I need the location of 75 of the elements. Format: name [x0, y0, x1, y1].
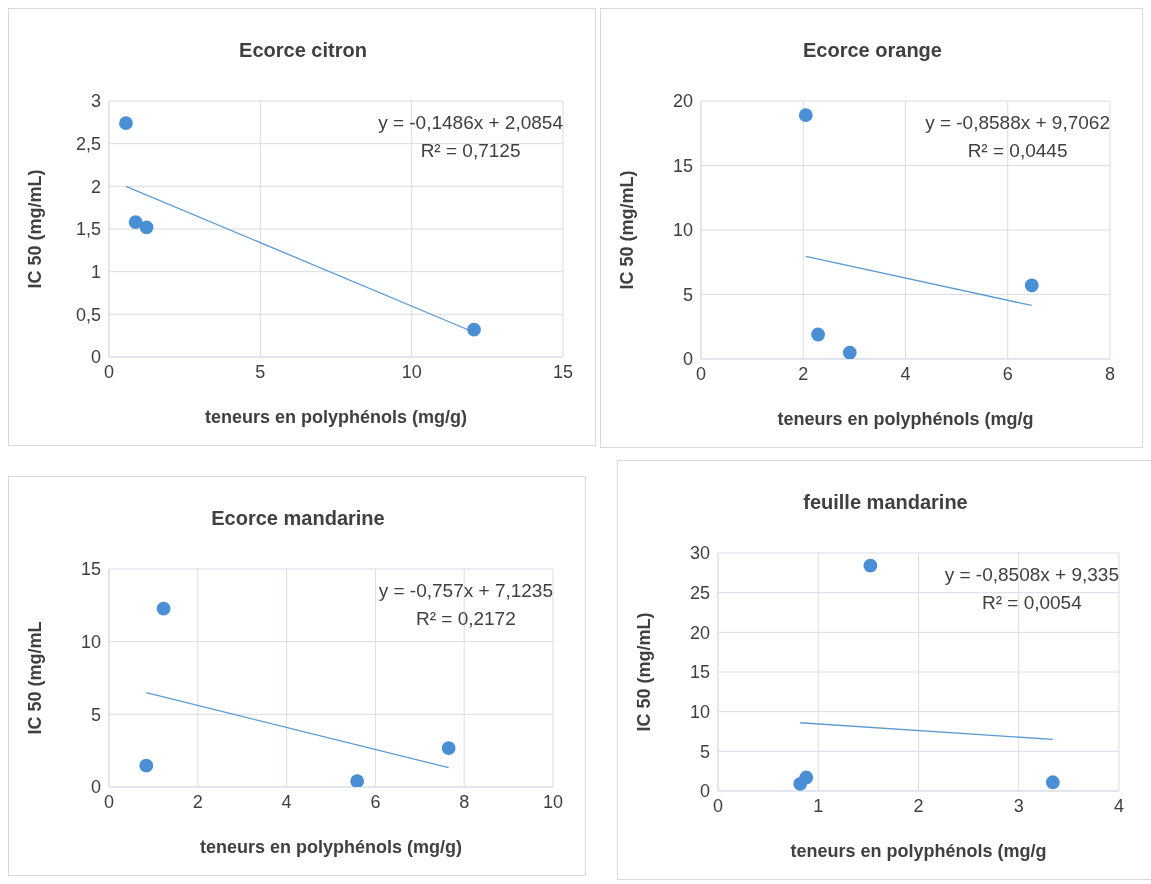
x-tick-label: 2	[798, 363, 809, 384]
point	[1024, 278, 1039, 293]
x-tick-label: 10	[401, 361, 422, 382]
y-axis-title: IC 50 (mg/mL)	[617, 170, 638, 290]
x-tick-label: 1	[813, 795, 824, 816]
y-tick-label: 10	[689, 702, 710, 723]
x-axis-title: teneurs en polyphénols (mg/g	[777, 409, 1034, 429]
point	[467, 322, 481, 337]
y-tick-label: 3	[90, 91, 101, 112]
x-tick-label: 5	[255, 361, 266, 382]
point	[842, 345, 857, 359]
y-tick-label: 5	[699, 741, 710, 762]
point	[799, 770, 814, 785]
y-tick-label: 15	[689, 662, 710, 683]
y-tick-label: 5	[90, 704, 101, 725]
point	[128, 215, 143, 230]
x-tick-label: 0	[103, 791, 115, 812]
chart-title: feuille mandarine	[802, 491, 969, 514]
y-axis-title: IC 50 (mg/mL)	[25, 169, 46, 289]
x-tick-label: 2	[192, 791, 203, 812]
y-tick-label: 1	[90, 262, 101, 283]
chart-title: Ecorce citron	[238, 39, 368, 62]
point	[350, 774, 365, 787]
y-axis-title: IC 50 (mg/mL	[25, 621, 46, 735]
y-tick-label: 15	[672, 155, 693, 176]
x-axis-title: teneurs en polyphénols (mg/g)	[204, 407, 468, 427]
point	[441, 741, 456, 755]
x-tick-label: 15	[552, 361, 574, 382]
x-tick-label: 4	[900, 363, 911, 384]
y-tick-label: 20	[672, 91, 693, 112]
x-axis-title: teneurs en polyphénols (mg/g)	[199, 837, 463, 857]
x-axis-title: teneurs en polyphénols (mg/g	[790, 841, 1047, 861]
annotation: R² = 0,7125	[419, 139, 522, 163]
annotation: R² = 0,2172	[414, 607, 517, 631]
y-tick-label: 5	[682, 284, 693, 305]
y-tick-label: 20	[689, 622, 710, 643]
annotation: R² = 0,0445	[966, 139, 1069, 163]
point	[119, 116, 133, 131]
annotation: y = -0,1486x + 2,0854	[378, 111, 563, 135]
point	[811, 327, 825, 342]
y-tick-label: 30	[689, 543, 710, 564]
x-tick-label: 8	[1104, 363, 1116, 384]
y-tick-label: 10	[80, 632, 101, 653]
point	[139, 758, 154, 773]
x-tick-label: 8	[459, 791, 470, 812]
y-tick-label: 0,5	[75, 304, 101, 325]
y-tick-label: 2	[90, 176, 101, 197]
annotation: y = -0,757x + 7,1235	[378, 579, 553, 603]
annotation: R² = 0,0054	[980, 591, 1083, 615]
chart-title: Ecorce mandarine	[210, 507, 386, 530]
x-tick-label: 10	[542, 791, 564, 812]
y-tick-label: 0	[90, 777, 101, 798]
y-tick-label: 2,5	[75, 134, 101, 155]
x-tick-label: 6	[1002, 363, 1013, 384]
x-tick-label: 3	[1013, 795, 1024, 816]
y-tick-label: 15	[80, 559, 101, 580]
x-tick-label: 4	[1113, 795, 1125, 816]
annotation: y = -0,8588x + 9,7062	[925, 111, 1110, 135]
x-tick-label: 0	[103, 361, 115, 382]
y-tick-label: 25	[689, 583, 710, 604]
point	[1045, 775, 1060, 790]
point	[156, 601, 171, 616]
y-tick-label: 10	[672, 220, 693, 241]
x-tick-label: 6	[370, 791, 381, 812]
point	[798, 108, 813, 123]
x-tick-label: 0	[712, 795, 724, 816]
x-tick-label: 2	[913, 795, 924, 816]
y-tick-label: 0	[90, 347, 101, 368]
point	[139, 220, 154, 235]
y-axis-title: IC 50 (mg/mL)	[634, 612, 655, 732]
point	[863, 558, 878, 573]
chart-title: Ecorce orange	[802, 39, 943, 62]
x-tick-label: 4	[281, 791, 292, 812]
annotation: y = -0,8508x + 9,335	[944, 563, 1119, 587]
y-tick-label: 1,5	[75, 219, 101, 240]
